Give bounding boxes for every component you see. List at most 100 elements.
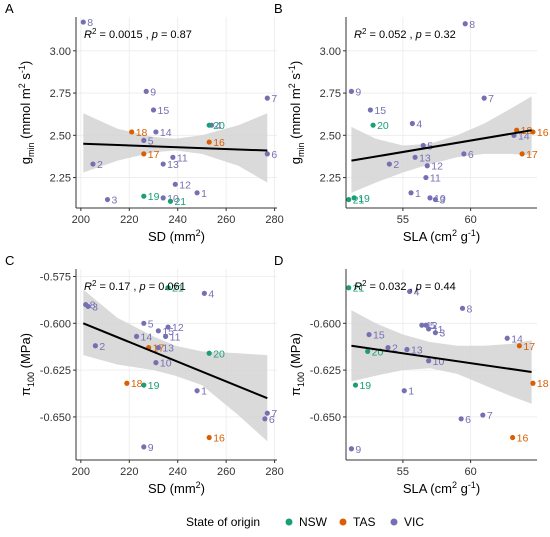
point-label: 5 [148,135,154,147]
data-point [426,358,432,364]
stats-annotation: R2 = 0.032 , p = 0.44 [354,279,456,293]
point-label: 20 [377,120,389,132]
point-label: 7 [487,410,493,422]
panel-letter: B [274,1,283,16]
point-label: 12 [172,322,184,334]
data-point [160,161,166,167]
point-label: 1 [201,188,207,200]
data-point [163,333,169,340]
data-point [412,154,418,160]
point-label: 2 [99,341,105,353]
data-point [426,326,432,332]
point-label: 14 [160,127,172,139]
point-label: 7 [271,93,277,105]
point-label: 8 [466,303,472,315]
data-point [92,343,98,349]
x-axis-title: SD (mm2) [148,480,205,496]
data-point [432,196,439,203]
point-label: 9 [148,442,154,454]
regression-line [82,322,268,400]
y-axis-title: π100 (MPa) [18,333,36,396]
y-tick-label: -0.625 [310,365,341,377]
data-point [367,107,373,113]
stats-annotation: R2 = 0.17 , p = 0.061 [84,279,186,293]
data-point [153,129,159,135]
point-label: 10 [434,193,446,205]
data-point [530,380,536,386]
point-label: 19 [148,191,160,203]
confidence-band [83,289,268,442]
data-point [90,161,96,167]
data-point [170,154,176,160]
data-point [155,328,161,334]
data-point [346,285,352,291]
point-label: 11 [170,331,181,343]
y-axis-title: gmin (mmol m2 s-1) [17,61,36,164]
point-label: 16 [517,433,529,445]
data-point [351,195,357,201]
y-tick-label: -0.575 [40,271,71,283]
data-point [504,335,510,341]
x-axis-title: SD (mm2) [148,228,205,244]
data-point [404,346,410,353]
point-label: 3 [439,195,445,207]
legend: State of origin NSW TAS VIC [186,515,424,529]
point-label: 19 [359,380,371,392]
x-tick-label: 200 [72,466,90,478]
point-label: 16 [537,127,549,139]
point-label: 8 [90,300,96,312]
data-point [386,161,392,167]
x-tick-label: 260 [217,466,235,478]
point-label: 1 [408,386,414,398]
data-point [194,190,200,196]
data-point [370,122,376,128]
point-label: 10 [433,356,445,368]
point-label: 10 [167,193,179,205]
point-label: 9 [150,86,156,98]
stats-annotation: R2 = 0.0015 , p = 0.87 [84,27,192,41]
point-label: 1 [415,188,421,200]
y-tick-label: 2.75 [50,88,71,100]
data-point [160,195,166,201]
point-label: 18 [136,127,148,139]
point-label: 21 [353,195,365,207]
data-point [264,151,270,157]
regression-line [351,129,532,162]
data-point [133,333,140,340]
data-point [206,350,212,356]
point-label: 2 [97,159,103,171]
data-point [206,122,212,128]
point-label: 14 [141,331,153,343]
point-label: 17 [526,149,538,161]
stats-annotation: R2 = 0.052 , p = 0.32 [354,27,456,41]
data-point [165,324,171,330]
data-point [155,345,161,351]
legend-label-vic: VIC [404,515,424,529]
x-tick-label: 260 [217,214,235,226]
point-label: 20 [213,348,225,360]
data-point [83,301,89,308]
y-tick-label: 2.50 [320,130,341,142]
data-point [150,107,157,113]
data-point [141,193,147,199]
point-label: 2 [392,343,398,355]
point-label: 19 [358,193,370,205]
panel-letter: D [274,253,283,268]
point-label: 16 [213,137,225,149]
x-tick-label: 55 [397,466,409,478]
data-point [385,345,391,351]
point-label: 5 [148,318,154,330]
point-label: 20 [213,120,225,132]
data-point [459,305,466,311]
data-point [427,195,433,201]
data-point [461,151,467,157]
data-point [401,388,407,394]
data-point [516,343,522,349]
point-label: 13 [167,159,179,171]
data-point [419,322,425,328]
point-label: 12 [426,320,438,332]
data-point [80,19,86,25]
data-point [407,288,413,295]
